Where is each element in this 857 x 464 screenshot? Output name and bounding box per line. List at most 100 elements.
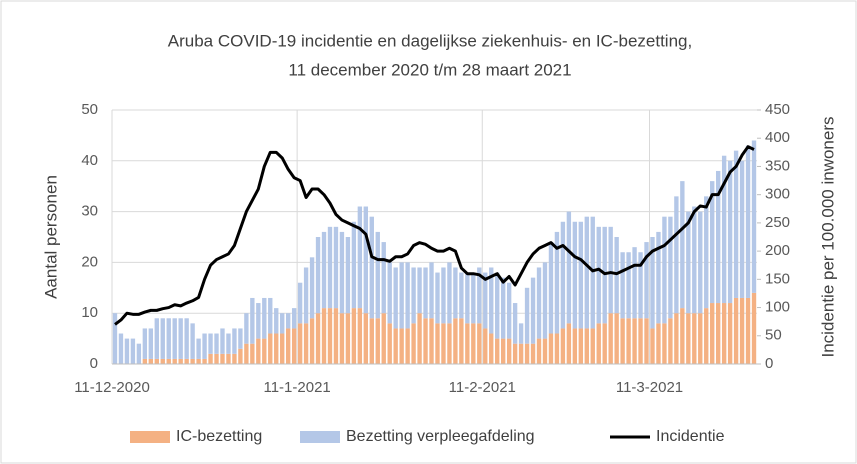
bar-segment [548,242,554,334]
bar-segment [459,272,464,319]
legend-label: Incidentie [656,428,725,445]
y2-tick-label: 50 [765,327,782,344]
bar-segment [291,308,297,329]
bar-segment [423,318,428,364]
bar-segment [512,303,518,344]
bar-segment [297,323,303,364]
bar-segment [220,353,225,364]
bar-segment [656,231,661,324]
bar-segment [214,353,219,364]
bar-segment [154,318,159,359]
legend-label: IC-bezetting [176,428,262,445]
bar-segment [704,308,709,364]
bar-segment [190,323,195,359]
bar-segment [733,150,739,298]
bar-segment [333,308,339,364]
bar-segment [226,353,231,364]
bar-segment [327,226,333,309]
line [114,145,755,326]
bar-segment [244,313,249,344]
bar-segment [345,237,351,314]
bar-segment [506,338,512,364]
bar-segment [327,308,333,364]
bar-segment [268,297,273,334]
bar-segment [578,221,584,329]
bar-segment [453,267,458,319]
bar-segment [309,318,315,364]
bar-segment [393,328,398,364]
bar-segment [632,247,637,319]
bar-segment [250,297,255,344]
bar-segment [262,338,267,364]
bar-segment [333,226,339,309]
bar-segment [130,338,136,364]
bar-segment [644,318,649,364]
bar-segment [268,333,273,364]
bar-segment [142,358,148,364]
y2-tick-label: 0 [765,355,773,372]
bar-segment [285,328,291,364]
bar-segment [489,333,494,364]
bar-segment [357,206,363,309]
bar-segment [536,267,542,339]
bar-segment [620,252,625,319]
bar-segment [483,272,488,329]
bar-segment [166,358,171,364]
bar-segment [375,231,380,319]
bar-segment [417,267,422,314]
bar-segment [160,318,165,359]
legend-swatch [130,431,170,443]
bar-segment [178,318,183,359]
bar-segment [244,343,249,364]
bar-segment [495,338,500,364]
bar-segment [214,333,219,354]
bar-segment [662,216,667,324]
bar-segment [315,237,321,314]
bar-segment [530,343,536,364]
bar-segment [351,221,357,309]
bar-segment [309,257,315,319]
y-tick-label: 20 [81,253,98,270]
bar-segment [429,262,434,319]
bar-segment [375,318,380,364]
bar-segment [710,303,715,364]
x-tick-label: 11-3-2021 [616,379,683,396]
bar-segment [172,318,177,359]
bar-segment [686,211,691,314]
bar-segment [238,328,243,349]
x-tick-label: 11-2-2021 [449,379,516,396]
bar-segment [435,272,440,324]
bar-segment [387,323,392,364]
bar-segment [650,328,655,364]
bar-segment [644,242,649,319]
bar-segment [710,181,715,304]
bar-segment [727,303,733,364]
bar-segment [560,328,566,364]
bar-segment [303,323,309,364]
bar-segment [596,226,601,324]
bar-segment [471,272,476,324]
bar-segment [447,262,452,324]
bar-segment [274,308,279,334]
bar-segment [148,328,154,359]
bar-segment [465,323,470,364]
bar-segment [638,318,643,364]
bar-segment [399,328,404,364]
bar-segment [751,292,757,364]
bar-segment [178,358,183,364]
bar-segment [751,140,757,293]
bar-segment [303,267,309,324]
bar-segment [124,338,130,364]
bar-segment [339,231,345,314]
bar-segment [554,231,560,334]
bar-segment [745,297,751,364]
bar-segment [477,323,482,364]
bar-segment [626,252,631,319]
bar-segment [542,262,548,339]
bar-segment [500,277,506,339]
bar-segment [721,155,727,304]
bar-segment [280,313,285,334]
bar-segment [226,333,231,354]
bar-segment [590,216,595,329]
x-tick-label: 11-12-2020 [74,379,150,396]
